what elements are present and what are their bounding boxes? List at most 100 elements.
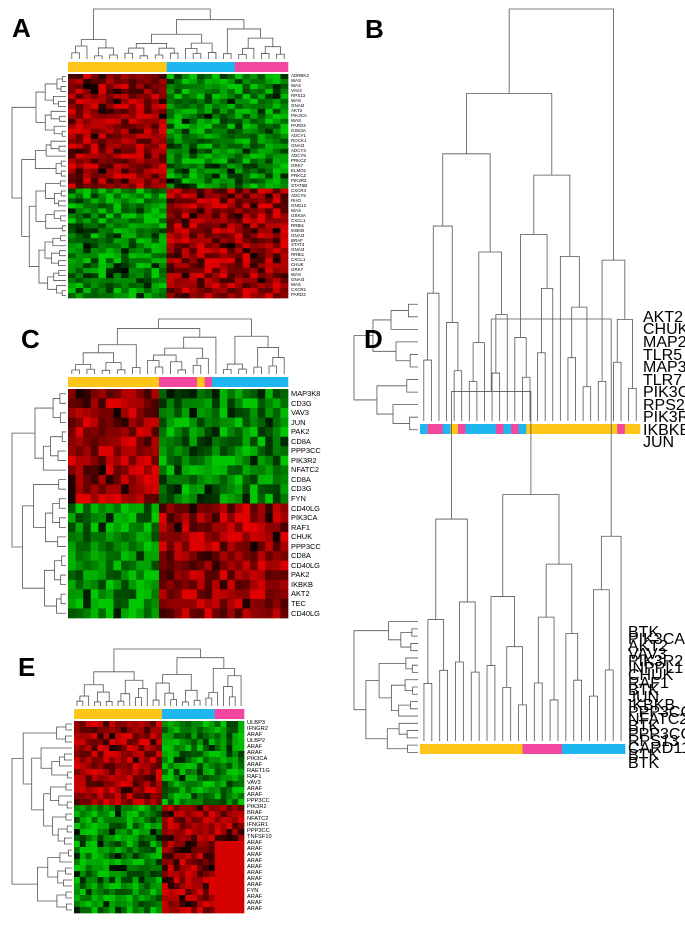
heatmap-cell <box>159 153 167 159</box>
heatmap-cell <box>167 823 175 830</box>
heatmap-cell <box>227 258 236 264</box>
heatmap-cell <box>166 74 175 80</box>
heatmap-cell <box>212 103 221 110</box>
heatmap-cell <box>167 727 175 734</box>
heatmap-cell <box>196 74 205 80</box>
heatmap-cell <box>144 841 151 848</box>
heatmap-cell <box>272 158 281 164</box>
heatmap-cell <box>242 233 251 239</box>
heatmap-cell <box>68 143 76 150</box>
heatmap-cell <box>257 417 266 428</box>
heatmap-cell <box>138 877 145 884</box>
heatmap-cell <box>181 243 190 249</box>
heatmap-cell <box>191 889 198 896</box>
heatmap-cell <box>105 173 114 179</box>
heatmap-cell <box>132 853 139 860</box>
heatmap-cell <box>179 835 186 842</box>
gene-label: CHUK <box>628 667 674 685</box>
heatmap-cell <box>91 739 98 746</box>
heatmap-cell <box>280 427 289 438</box>
heatmap-cell <box>159 293 167 299</box>
heatmap-cell <box>181 133 190 140</box>
heatmap-cell <box>91 751 98 758</box>
heatmap-cell <box>280 143 289 150</box>
heatmap-cell <box>143 608 152 619</box>
heatmap-cell <box>219 133 228 140</box>
heatmap-cell <box>105 273 114 279</box>
heatmap-cell <box>181 513 190 523</box>
heatmap-cell <box>90 203 99 209</box>
heatmap-cell <box>242 455 251 466</box>
heatmap-cell <box>250 198 259 204</box>
heatmap-cell <box>98 273 107 279</box>
heatmap-cell <box>226 877 233 884</box>
heatmap-cell <box>219 570 228 581</box>
heatmap-cell <box>109 733 116 740</box>
heatmap-cell <box>189 389 198 399</box>
heatmap-cell <box>238 823 245 830</box>
heatmap-cell <box>197 889 204 896</box>
heatmap-cell <box>234 133 243 140</box>
heatmap-cell <box>156 907 163 914</box>
heatmap-cell <box>68 88 76 95</box>
heatmap-cell <box>265 474 274 485</box>
heatmap-cell <box>144 727 151 734</box>
heatmap-cell <box>189 128 198 135</box>
heatmap-cell <box>227 98 236 105</box>
heatmap-cell <box>265 273 274 279</box>
heatmap-cell <box>105 158 114 164</box>
heatmap-cell <box>83 74 92 80</box>
heatmap-cell <box>121 268 130 274</box>
heatmap-cell <box>208 829 216 836</box>
heatmap-cell <box>208 877 216 884</box>
gene-label: MAP2K3 <box>643 334 685 352</box>
heatmap-cell <box>250 560 259 571</box>
heatmap-cell <box>150 775 157 782</box>
heatmap-cell <box>150 823 157 830</box>
heatmap-cell <box>204 148 213 154</box>
heatmap-cell <box>138 745 145 752</box>
heatmap-cell <box>121 293 130 299</box>
heatmap-cell <box>159 203 167 209</box>
heatmap-cell <box>173 877 180 884</box>
heatmap-cell <box>196 128 205 135</box>
heatmap-cell <box>234 203 243 209</box>
heatmap-cell <box>219 238 228 244</box>
heatmap-cell <box>144 811 151 818</box>
heatmap-cell <box>227 389 236 399</box>
heatmap-cell <box>75 258 84 264</box>
heatmap-cell <box>121 108 130 115</box>
gene-label: AKT2 <box>291 108 303 114</box>
heatmap-cell <box>79 859 87 866</box>
heatmap-cell <box>265 208 274 214</box>
heatmap-cell <box>173 853 180 860</box>
heatmap-cell <box>136 263 145 269</box>
heatmap-cell <box>227 493 236 504</box>
heatmap-cell <box>234 253 243 259</box>
heatmap-cell <box>91 895 98 902</box>
heatmap-cell <box>166 398 175 409</box>
heatmap-cell <box>234 128 243 135</box>
heatmap-cell <box>128 243 137 249</box>
heatmap-cell <box>280 74 289 80</box>
heatmap-cell <box>105 446 114 457</box>
heatmap-cell <box>219 532 228 543</box>
heatmap-cell <box>174 108 183 115</box>
heatmap-cell <box>196 436 205 447</box>
heatmap-cell <box>166 198 175 204</box>
heatmap-cell <box>74 835 81 842</box>
heatmap-cell <box>179 811 186 818</box>
heatmap-cell <box>214 727 221 734</box>
heatmap-cell <box>227 108 236 115</box>
heatmap-cell <box>238 757 245 764</box>
heatmap-cell <box>121 153 130 159</box>
heatmap-cell <box>166 208 175 214</box>
heatmap-cell <box>97 769 104 776</box>
heatmap-cell <box>250 570 259 581</box>
heatmap-cell <box>250 218 259 224</box>
heatmap-cell <box>136 233 145 239</box>
heatmap-cell <box>197 829 204 836</box>
heatmap-cell <box>90 213 99 219</box>
heatmap-cell <box>234 108 243 115</box>
heatmap-cell <box>196 474 205 485</box>
